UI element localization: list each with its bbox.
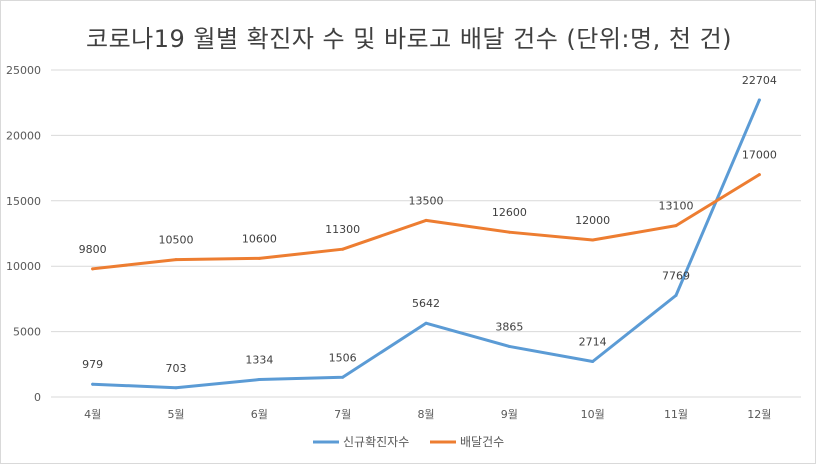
chart-title: 코로나19 월별 확진자 수 및 바로고 배달 건수 (단위:명, 천 건) bbox=[85, 25, 733, 53]
data-label: 12600 bbox=[492, 206, 527, 219]
x-tick-label: 9월 bbox=[501, 408, 518, 421]
data-point bbox=[91, 267, 95, 271]
data-label: 10500 bbox=[159, 234, 194, 247]
data-label: 17000 bbox=[742, 149, 777, 162]
x-tick-label: 6월 bbox=[251, 408, 268, 421]
y-tick-label: 10000 bbox=[6, 260, 41, 273]
data-point bbox=[507, 344, 511, 348]
data-label: 11300 bbox=[325, 223, 360, 236]
data-label: 13500 bbox=[409, 194, 444, 207]
data-point bbox=[341, 375, 345, 379]
y-tick-label: 15000 bbox=[6, 195, 41, 208]
y-tick-label: 20000 bbox=[6, 129, 41, 142]
data-label: 7769 bbox=[662, 269, 690, 282]
data-point bbox=[757, 173, 761, 177]
x-tick-label: 4월 bbox=[84, 408, 101, 421]
data-point bbox=[174, 386, 178, 390]
data-point bbox=[674, 224, 678, 228]
data-point bbox=[424, 321, 428, 325]
legend-label: 배달건수 bbox=[460, 435, 504, 449]
series-group bbox=[91, 98, 761, 390]
x-tick-label: 8월 bbox=[417, 408, 434, 421]
data-labels: 979 703 1334 1506 5642 3865 2714 7769 22704 9800 1… bbox=[79, 74, 777, 375]
data-label: 2714 bbox=[579, 336, 607, 349]
data-label: 1506 bbox=[329, 351, 357, 364]
gridlines bbox=[51, 69, 801, 398]
data-label: 5642 bbox=[412, 297, 440, 310]
x-tick-label: 11월 bbox=[664, 408, 688, 421]
data-label: 10600 bbox=[242, 232, 277, 245]
data-label: 1334 bbox=[245, 354, 273, 367]
data-point bbox=[674, 293, 678, 297]
data-point bbox=[591, 238, 595, 242]
data-point bbox=[91, 382, 95, 386]
data-point bbox=[591, 360, 595, 364]
x-axis: 4월 5월 6월 7월 8월 9월 10월 11월 12월 bbox=[84, 408, 771, 421]
data-point bbox=[257, 256, 261, 260]
y-tick-label: 0 bbox=[34, 391, 41, 404]
data-point bbox=[424, 218, 428, 222]
x-tick-label: 7월 bbox=[334, 408, 351, 421]
data-label: 3865 bbox=[495, 320, 523, 333]
y-tick-label: 25000 bbox=[6, 64, 41, 77]
data-label: 9800 bbox=[79, 243, 107, 256]
y-tick-label: 5000 bbox=[13, 326, 41, 339]
x-tick-label: 5월 bbox=[167, 408, 184, 421]
x-tick-label: 10월 bbox=[581, 408, 605, 421]
data-point bbox=[257, 378, 261, 382]
data-label: 979 bbox=[82, 358, 103, 371]
x-tick-label: 12월 bbox=[747, 408, 771, 421]
legend: 신규확진자수 배달건수 bbox=[313, 435, 504, 449]
data-point bbox=[507, 230, 511, 234]
legend-label: 신규확진자수 bbox=[343, 435, 409, 449]
data-label: 13100 bbox=[659, 200, 694, 213]
data-label: 12000 bbox=[575, 214, 610, 227]
data-label: 22704 bbox=[742, 74, 777, 87]
data-point bbox=[174, 258, 178, 262]
data-point bbox=[341, 247, 345, 251]
data-point bbox=[757, 98, 761, 102]
data-label: 703 bbox=[166, 362, 187, 375]
y-axis: 0 5000 10000 15000 20000 25000 bbox=[6, 64, 41, 404]
